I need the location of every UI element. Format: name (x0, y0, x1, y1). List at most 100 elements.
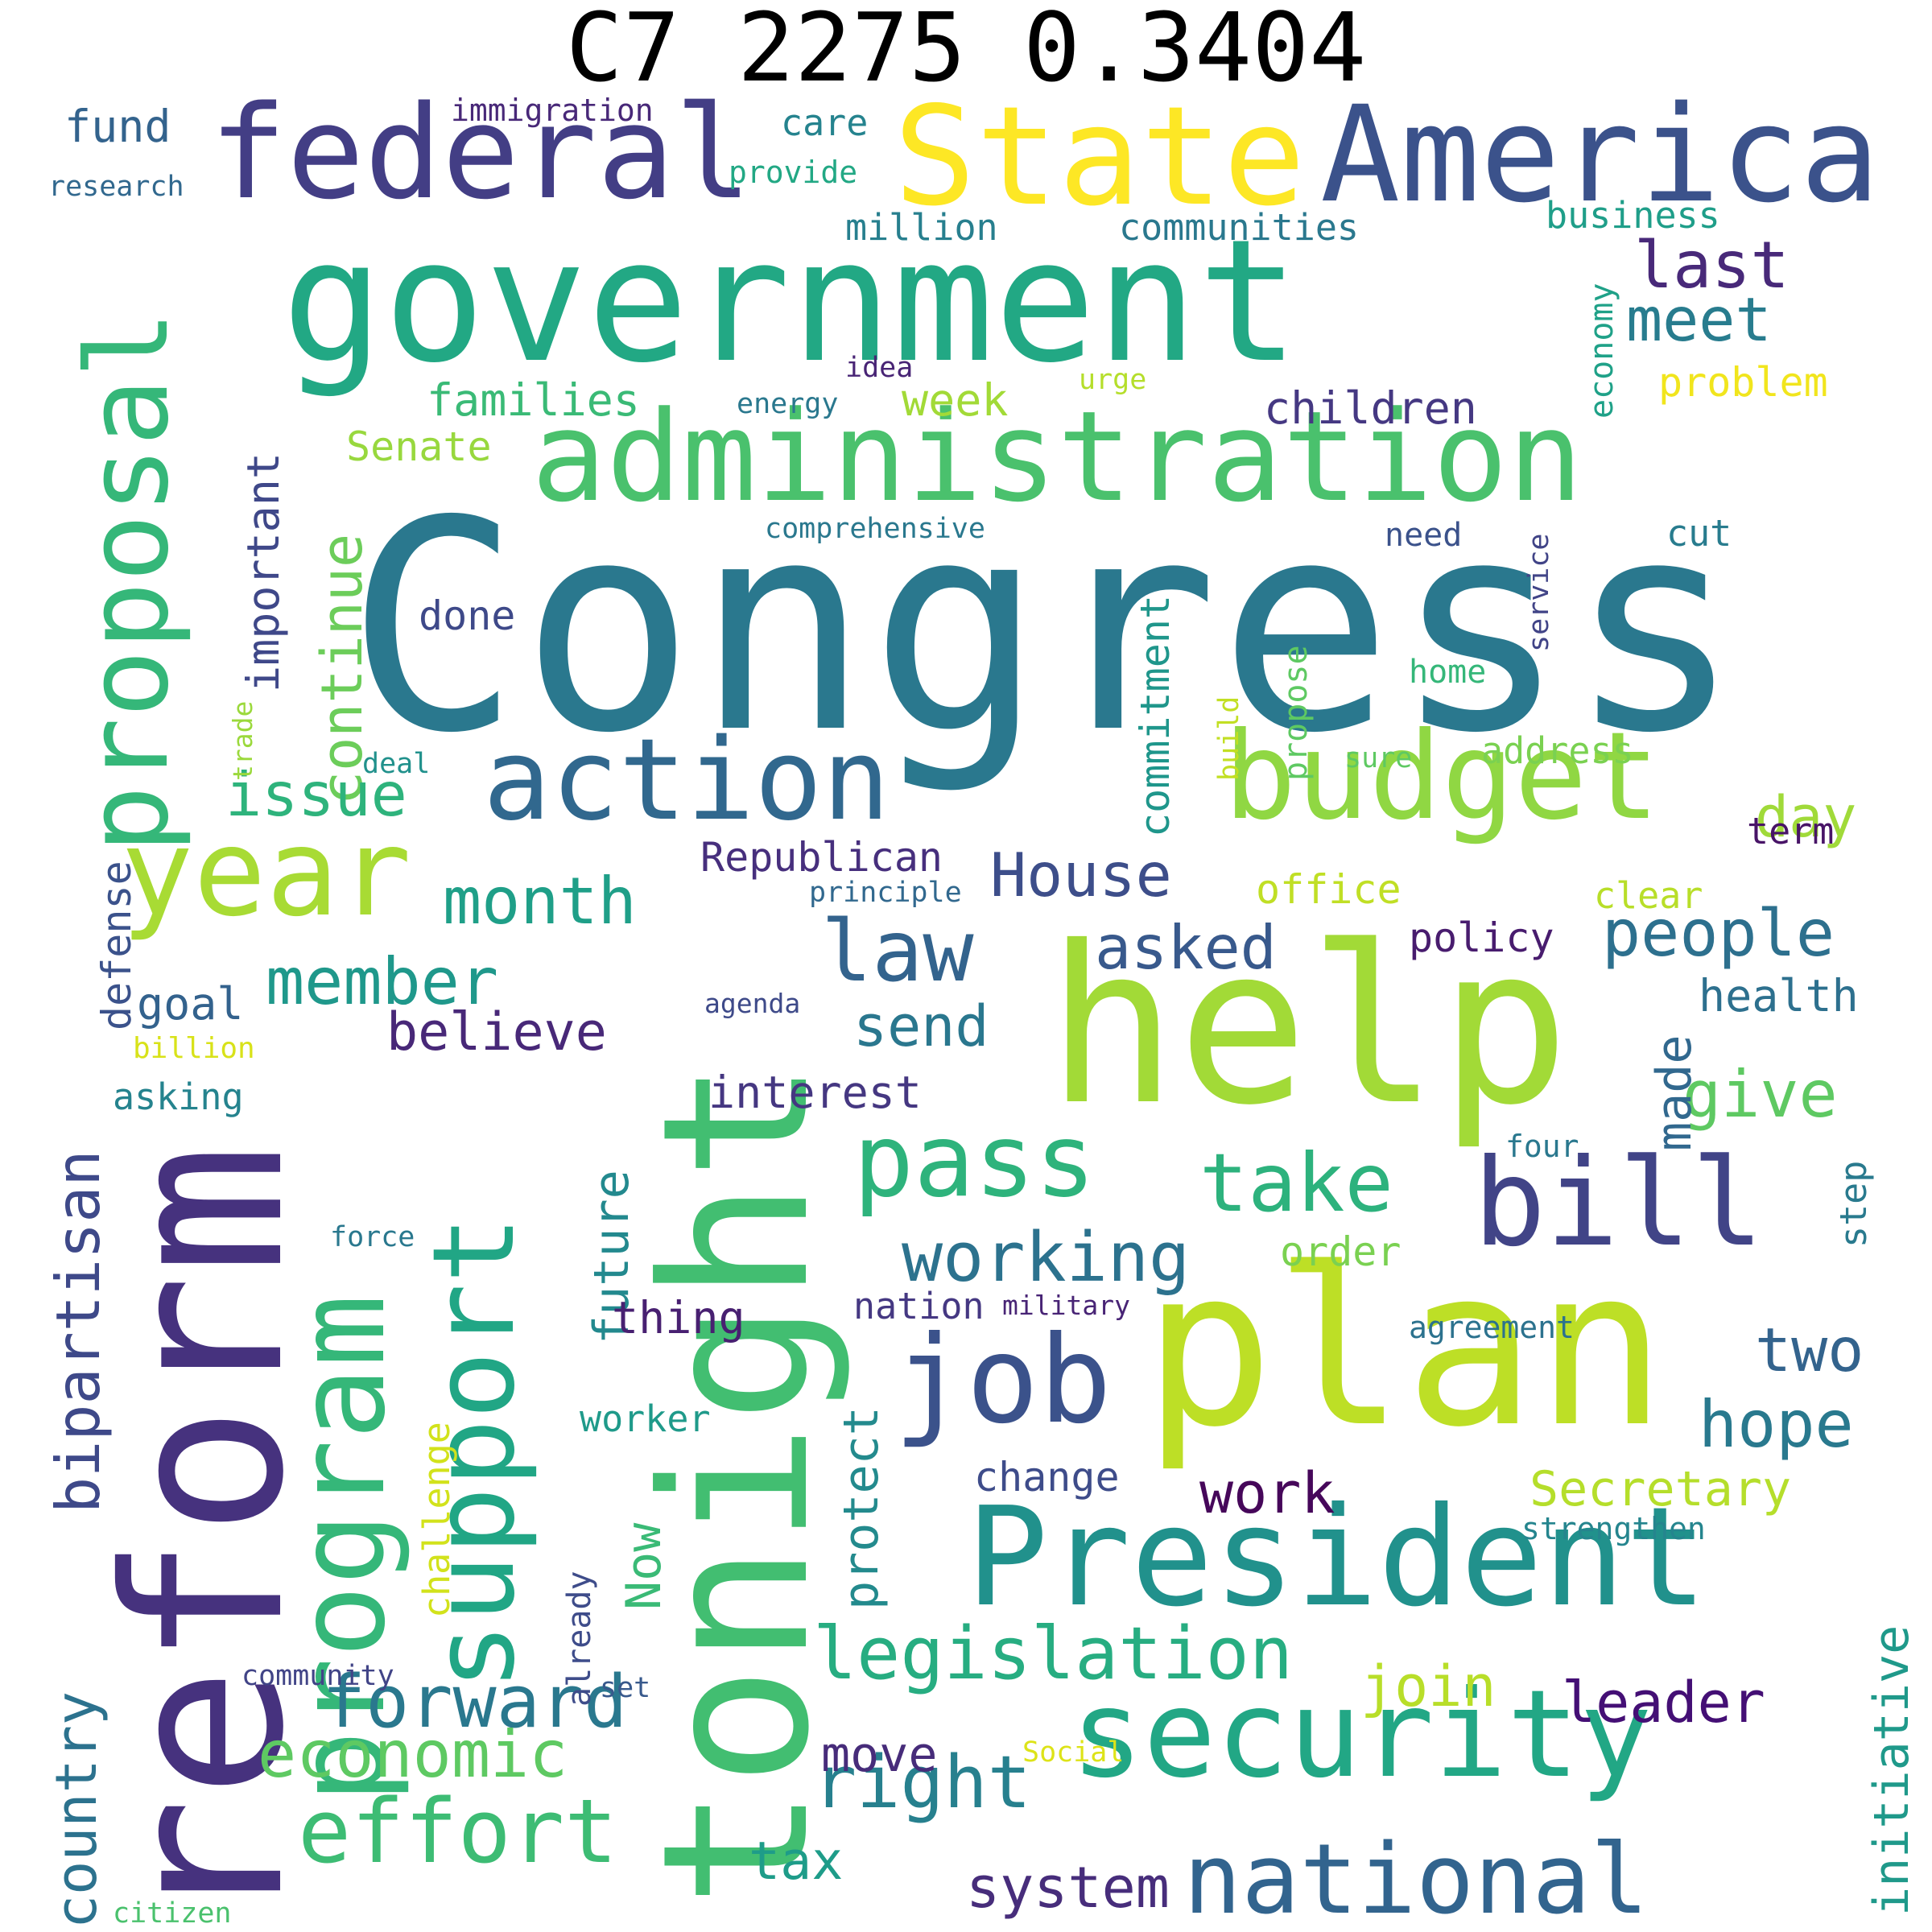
cloud-word: business (1546, 194, 1720, 237)
cloud-word: national (1183, 1824, 1649, 1932)
cloud-word: address (1481, 729, 1634, 772)
cloud-word: security (1071, 1665, 1653, 1805)
cloud-word: give (1682, 1057, 1838, 1132)
cloud-word: economy (1583, 283, 1620, 419)
cloud-word: agenda (704, 988, 801, 1019)
cloud-word: interest (708, 1067, 922, 1118)
cloud-word: challenge (415, 1422, 458, 1618)
cloud-word: home (1409, 654, 1487, 691)
cloud-word: government (282, 203, 1300, 400)
cloud-title: C7 2275 0.3404 (565, 0, 1367, 103)
cloud-word: proposal (63, 310, 194, 853)
cloud-word: Senate (346, 423, 492, 470)
cloud-word: term (1747, 810, 1835, 852)
cloud-word: tax (749, 1831, 844, 1892)
cloud-word: nation (853, 1285, 985, 1327)
cloud-word: asking (113, 1075, 244, 1118)
cloud-word: community (242, 1660, 394, 1692)
cloud-word: plan (1143, 1221, 1667, 1475)
cloud-word: right (813, 1740, 1031, 1825)
cloud-word: change (974, 1454, 1120, 1501)
cloud-word: need (1385, 517, 1463, 554)
cloud-word: asked (1095, 912, 1277, 983)
cloud-word: urge (1079, 364, 1147, 396)
cloud-word: law (821, 902, 974, 1001)
cloud-word: worker (580, 1397, 711, 1440)
cloud-word: principle (809, 877, 962, 909)
cloud-word: federal (209, 77, 753, 228)
cloud-word: House (990, 840, 1172, 910)
cloud-word: America (1320, 77, 1880, 232)
cloud-word: bill (1473, 1133, 1765, 1274)
cloud-word: trade (227, 700, 258, 781)
cloud-word: done (419, 592, 516, 639)
cloud-word: billion (133, 1032, 255, 1065)
cloud-word: Republican (700, 834, 943, 881)
cloud-word: goal (137, 978, 244, 1030)
cloud-word: research (48, 171, 184, 203)
cloud-word: economic (258, 1717, 568, 1792)
cloud-word: take (1199, 1136, 1393, 1230)
cloud-word: propose (1278, 645, 1315, 781)
cloud-word: order (1280, 1228, 1402, 1275)
cloud-word: hope (1699, 1387, 1854, 1462)
cloud-word: clear (1594, 874, 1703, 917)
cloud-word: health (1699, 970, 1859, 1022)
cloud-word: administration (531, 384, 1583, 530)
cloud-word: office (1256, 866, 1402, 913)
cloud-word: protect (833, 1406, 890, 1610)
cloud-word: policy (1409, 914, 1554, 961)
cloud-word: made (1646, 1034, 1703, 1152)
cloud-word: effort (298, 1780, 618, 1883)
cloud-word: budget (1224, 707, 1660, 847)
cloud-word: week (902, 374, 1009, 426)
cloud-word: State (894, 77, 1306, 237)
cloud-word: Congress (346, 459, 1742, 796)
cloud-word: Secretary (1530, 1461, 1792, 1517)
cloud-word: communities (1119, 206, 1360, 249)
cloud-word: people (1602, 896, 1835, 971)
cloud-word: defense (93, 861, 140, 1030)
cloud-word: service (1523, 533, 1555, 652)
cloud-word: sure (1344, 742, 1413, 774)
cloud-word: believe (386, 1002, 607, 1063)
cloud-word: country (43, 1690, 109, 1929)
cloud-word: idea (845, 352, 914, 384)
cloud-word: million (845, 206, 998, 249)
cloud-word: provide (729, 155, 858, 190)
cloud-word: immigration (451, 93, 654, 128)
cloud-word: issue (225, 759, 407, 830)
cloud-word: military (1002, 1290, 1130, 1321)
cloud-word: forward (322, 1660, 628, 1744)
cloud-word: thing (612, 1292, 745, 1344)
cloud-word: set (600, 1672, 651, 1704)
cloud-word: already (561, 1571, 598, 1707)
cloud-word: leader (1562, 1670, 1765, 1736)
cloud-word: citizen (113, 1897, 232, 1930)
cloud-word: problem (1658, 359, 1828, 406)
cloud-word: cut (1666, 512, 1732, 555)
cloud-word: care (781, 101, 869, 144)
cloud-word: working (902, 1218, 1191, 1298)
cloud-word: Now (616, 1522, 672, 1610)
cloud-word: day (1755, 784, 1857, 850)
cloud-word: commitment (1132, 594, 1179, 837)
cloud-word: meet (1626, 284, 1772, 355)
cloud-word: job (894, 1311, 1112, 1451)
cloud-word: deal (362, 748, 431, 780)
cloud-word: President (966, 1478, 1708, 1637)
cloud-word: bipartisan (43, 1150, 114, 1513)
cloud-word: legislation (813, 1612, 1294, 1696)
cloud-word: important (237, 452, 289, 692)
cloud-word: children (1264, 382, 1477, 434)
cloud-word: initiative (1864, 1624, 1920, 1916)
cloud-word: agreement (1409, 1310, 1575, 1345)
cloud-word: strengthen (1521, 1511, 1706, 1546)
cloud-word: action (483, 715, 890, 846)
cloud-word: pass (853, 1103, 1096, 1220)
cloud-word: energy (737, 388, 839, 420)
cloud-word: comprehensive (765, 513, 985, 545)
cloud-word: force (330, 1221, 415, 1253)
